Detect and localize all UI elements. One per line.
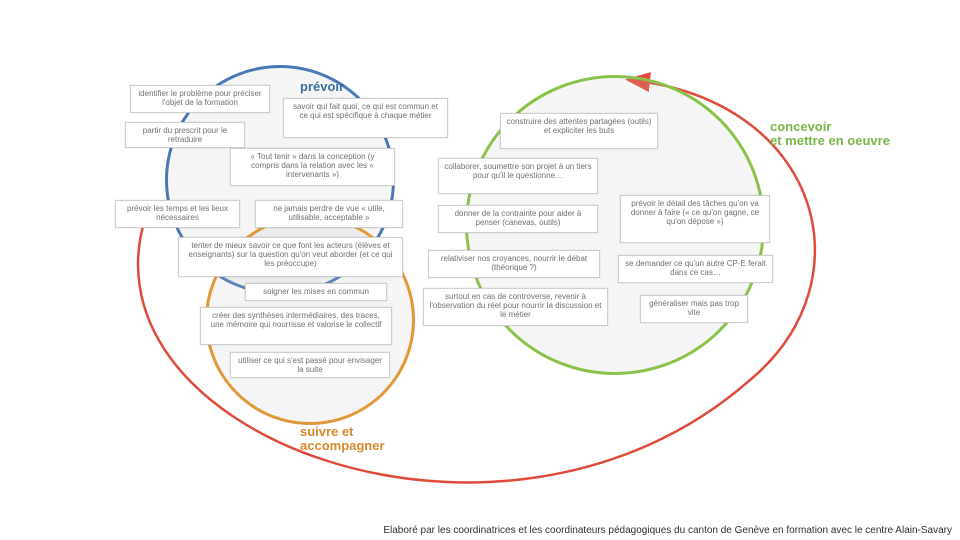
concept-box: utiliser ce qui s'est passé pour envisag… bbox=[230, 352, 390, 378]
concept-box: surtout en cas de controverse, revenir à… bbox=[423, 288, 608, 326]
concept-box: ne jamais perdre de vue « utile, utilisa… bbox=[255, 200, 403, 228]
concept-box: généraliser mais pas trop vite bbox=[640, 295, 748, 323]
concept-box: soigner les mises en commun bbox=[245, 283, 387, 301]
concept-box: créer des synthèses intermédiaires, des … bbox=[200, 307, 392, 345]
concept-box: donner de la contrainte pour aider à pen… bbox=[438, 205, 598, 233]
concept-box: tenter de mieux savoir ce que font les a… bbox=[178, 237, 403, 277]
concept-box: savoir qui fait quoi, ce qui est commun … bbox=[283, 98, 448, 138]
concept-box: se demander ce qu'un autre CP-E ferait d… bbox=[618, 255, 773, 283]
region-label-concevoir: concevoir et mettre en oeuvre bbox=[770, 120, 890, 149]
footer-credit: Elaboré par les coordinatrices et les co… bbox=[383, 525, 952, 536]
region-label-suivre: suivre et accompagner bbox=[300, 425, 385, 454]
concept-box: construire des attentes partagées (outil… bbox=[500, 113, 658, 149]
region-label-prevoir: prévoir bbox=[300, 80, 344, 94]
concept-box: partir du prescrit pour le retraduire bbox=[125, 122, 245, 148]
concept-box: prévoir le détail des tâches qu'on va do… bbox=[620, 195, 770, 243]
concept-box: identifier le problème pour préciser l'o… bbox=[130, 85, 270, 113]
concept-box: prévoir les temps et les lieux nécessair… bbox=[115, 200, 240, 228]
concept-box: relativiser nos croyances, nourrir le dé… bbox=[428, 250, 600, 278]
concept-box: collaborer, soumettre son projet à un ti… bbox=[438, 158, 598, 194]
concept-box: « Tout tenir » dans la conception (y com… bbox=[230, 148, 395, 186]
diagram-canvas: prévoir concevoir et mettre en oeuvre suiv… bbox=[0, 0, 960, 540]
